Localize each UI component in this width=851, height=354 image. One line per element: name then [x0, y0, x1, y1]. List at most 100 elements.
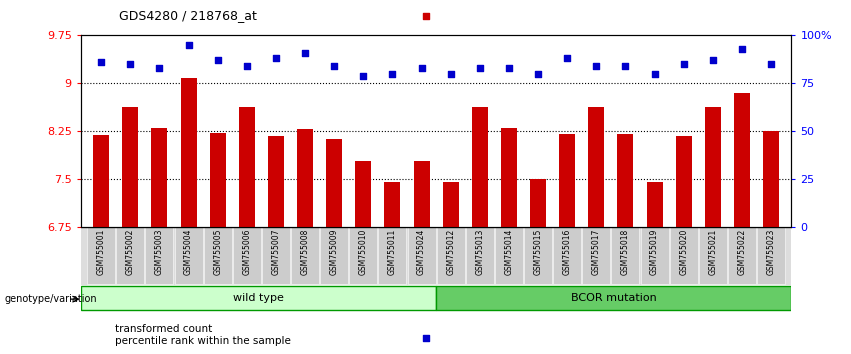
FancyBboxPatch shape [379, 227, 407, 284]
FancyBboxPatch shape [262, 227, 290, 284]
Bar [588, 107, 604, 227]
Point [414, 65, 428, 71]
Text: GSM755014: GSM755014 [505, 228, 513, 275]
Text: GSM755007: GSM755007 [271, 228, 281, 275]
FancyBboxPatch shape [465, 227, 494, 284]
Text: GSM755004: GSM755004 [184, 228, 193, 275]
FancyBboxPatch shape [117, 227, 145, 284]
Text: GSM755011: GSM755011 [388, 228, 397, 275]
Bar [559, 134, 575, 227]
Bar [94, 135, 109, 227]
Bar [414, 161, 430, 227]
Point [152, 65, 166, 71]
Text: GSM755019: GSM755019 [650, 228, 659, 275]
Text: GSM755024: GSM755024 [417, 228, 426, 275]
Point [419, 13, 432, 19]
Bar [385, 182, 401, 227]
Text: GSM755002: GSM755002 [126, 228, 134, 275]
FancyBboxPatch shape [553, 227, 581, 284]
Text: GSM755023: GSM755023 [767, 228, 775, 275]
Text: GSM755009: GSM755009 [329, 228, 339, 275]
Text: wild type: wild type [233, 293, 284, 303]
Point [764, 61, 778, 67]
Bar [647, 182, 663, 227]
FancyBboxPatch shape [291, 227, 319, 284]
Point [677, 61, 690, 67]
Text: GSM755022: GSM755022 [738, 228, 746, 275]
FancyBboxPatch shape [320, 227, 348, 284]
Point [240, 63, 254, 69]
Point [299, 50, 312, 56]
Text: GSM755012: GSM755012 [446, 228, 455, 275]
Bar [268, 136, 284, 227]
Bar [471, 107, 488, 227]
FancyBboxPatch shape [408, 227, 436, 284]
FancyBboxPatch shape [436, 286, 791, 310]
Bar [356, 161, 371, 227]
FancyBboxPatch shape [612, 227, 639, 284]
Text: GSM755003: GSM755003 [155, 228, 164, 275]
FancyBboxPatch shape [350, 227, 377, 284]
FancyBboxPatch shape [174, 227, 203, 284]
Point [619, 63, 632, 69]
Bar [209, 133, 226, 227]
FancyBboxPatch shape [670, 227, 698, 284]
Bar [123, 107, 139, 227]
Point [502, 65, 516, 71]
FancyBboxPatch shape [146, 227, 174, 284]
Text: GSM755010: GSM755010 [359, 228, 368, 275]
Point [94, 59, 108, 65]
Bar [734, 93, 750, 227]
Point [386, 71, 399, 76]
Point [211, 57, 225, 63]
Text: GSM755021: GSM755021 [708, 228, 717, 275]
Text: GSM755018: GSM755018 [621, 228, 630, 275]
FancyBboxPatch shape [437, 227, 465, 284]
Text: GSM755008: GSM755008 [300, 228, 310, 275]
Point [473, 65, 487, 71]
Bar [151, 128, 168, 227]
Point [269, 56, 283, 61]
Text: transformed count: transformed count [115, 324, 212, 333]
FancyBboxPatch shape [728, 227, 756, 284]
FancyBboxPatch shape [524, 227, 552, 284]
FancyBboxPatch shape [699, 227, 727, 284]
Bar [297, 129, 313, 227]
Point [648, 71, 661, 76]
Bar [81, 227, 791, 285]
Bar [763, 131, 779, 227]
FancyBboxPatch shape [757, 227, 785, 284]
Point [182, 42, 196, 48]
Bar [326, 139, 342, 227]
Point [357, 73, 370, 78]
Bar [180, 78, 197, 227]
Text: genotype/variation: genotype/variation [4, 294, 97, 304]
FancyBboxPatch shape [582, 227, 610, 284]
Point [590, 63, 603, 69]
Point [444, 71, 458, 76]
FancyBboxPatch shape [203, 227, 231, 284]
Text: BCOR mutation: BCOR mutation [571, 293, 657, 303]
Text: GDS4280 / 218768_at: GDS4280 / 218768_at [119, 9, 257, 22]
Bar [530, 179, 546, 227]
Point [328, 63, 341, 69]
Text: GSM755020: GSM755020 [679, 228, 688, 275]
Text: GSM755016: GSM755016 [563, 228, 572, 275]
Bar [239, 107, 254, 227]
Text: GSM755006: GSM755006 [243, 228, 251, 275]
FancyBboxPatch shape [495, 227, 523, 284]
Bar [705, 107, 721, 227]
FancyBboxPatch shape [88, 227, 115, 284]
Point [735, 46, 749, 52]
Bar [501, 128, 517, 227]
Text: GSM755015: GSM755015 [534, 228, 543, 275]
FancyBboxPatch shape [641, 227, 669, 284]
Point [560, 56, 574, 61]
Text: GSM755013: GSM755013 [476, 228, 484, 275]
Point [531, 71, 545, 76]
Bar [618, 134, 633, 227]
Bar [676, 136, 692, 227]
Text: GSM755005: GSM755005 [214, 228, 222, 275]
Point [123, 61, 137, 67]
FancyBboxPatch shape [81, 286, 436, 310]
